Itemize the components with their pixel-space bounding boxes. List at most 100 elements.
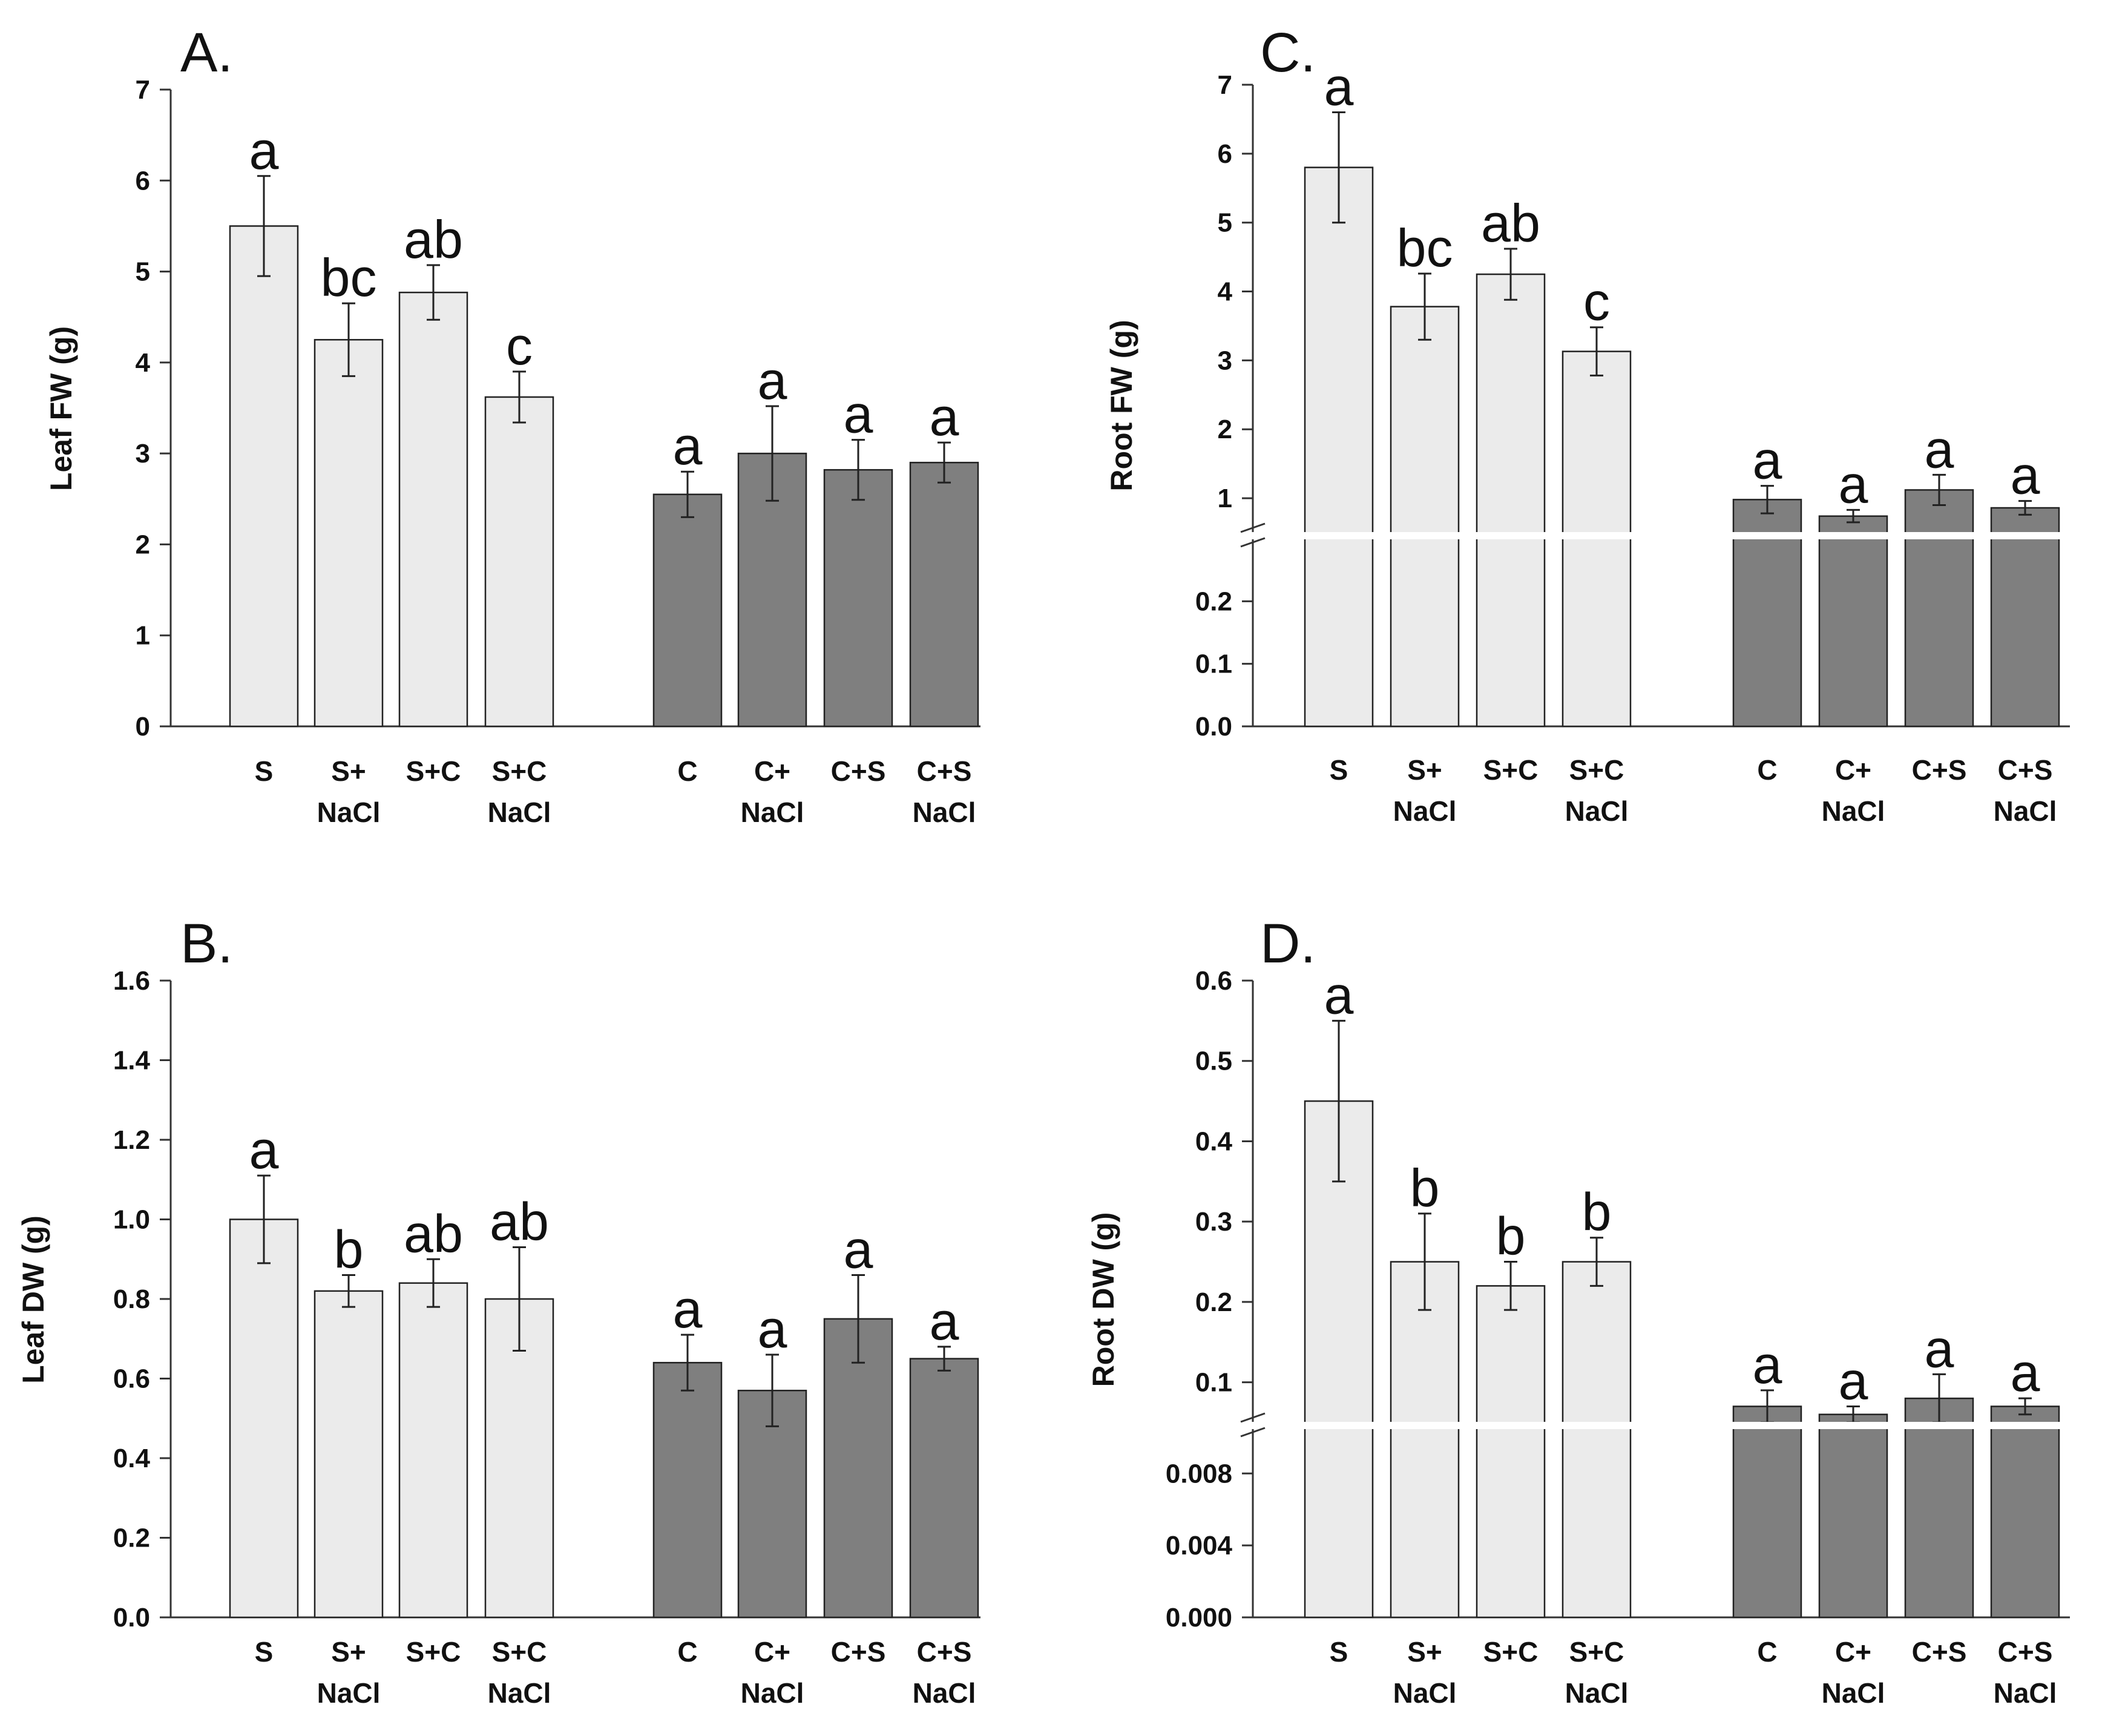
y-axis-label: Root FW (g) xyxy=(1105,320,1138,491)
bar xyxy=(1304,1100,1374,1619)
y-tick-label: 7 xyxy=(1218,70,1232,100)
significance-letter: a xyxy=(844,1220,873,1280)
bar xyxy=(823,1318,893,1619)
significance-letter: a xyxy=(2011,446,2040,505)
x-category-label: C+S xyxy=(831,1636,886,1668)
y-axis-label: Root DW (g) xyxy=(1086,1212,1120,1387)
significance-letter: a xyxy=(673,416,703,476)
significance-letter: c xyxy=(506,316,533,376)
axis-break-mark xyxy=(1240,522,1266,533)
y-tick-label: 6 xyxy=(1218,139,1232,169)
x-category-label: C+S xyxy=(831,755,886,787)
x-category-label: C+S xyxy=(1998,1636,2053,1668)
y-tick-label: 0.4 xyxy=(1195,1126,1233,1156)
significance-letter: b xyxy=(334,1220,364,1280)
bar xyxy=(1818,515,1888,728)
y-tick-label: 0.004 xyxy=(1166,1531,1233,1560)
panel-label: B. xyxy=(180,913,233,975)
y-tick-label: 1 xyxy=(136,621,150,651)
significance-letter: b xyxy=(1410,1158,1440,1218)
y-tick-label: 0.3 xyxy=(1195,1207,1232,1237)
y-tick-label: 3 xyxy=(136,439,150,469)
bar xyxy=(909,461,979,728)
y-tick-label: 3 xyxy=(1218,346,1232,375)
bar xyxy=(1732,1406,1802,1619)
significance-letter: a xyxy=(758,350,787,410)
x-category-label: C+ xyxy=(1835,1636,1871,1668)
bar xyxy=(652,1361,723,1619)
x-category-label: S+C xyxy=(1569,754,1624,786)
y-tick-label: 1.6 xyxy=(113,966,150,996)
axis-break-mark xyxy=(1240,1427,1266,1438)
y-tick-label: 0.0 xyxy=(113,1603,150,1632)
x-category-label-line2: NaCl xyxy=(488,1677,551,1709)
x-category-label-line2: NaCl xyxy=(317,1677,381,1709)
significance-letter: a xyxy=(249,1120,279,1180)
bar xyxy=(484,1298,554,1619)
y-tick-label: 1 xyxy=(1218,484,1232,513)
significance-letter: a xyxy=(758,1299,787,1359)
y-tick-label: 1.4 xyxy=(113,1046,151,1076)
bar xyxy=(484,396,554,728)
x-category-label: C+S xyxy=(1998,754,2053,786)
y-axis-label: Leaf FW (g) xyxy=(44,326,78,491)
x-category-label: S+ xyxy=(331,1636,366,1668)
bar xyxy=(1904,1397,1974,1619)
bar xyxy=(1390,1261,1460,1619)
x-category-label-line2: NaCl xyxy=(741,1677,804,1709)
y-tick-label: 2 xyxy=(1218,415,1232,444)
x-category-label-line2: NaCl xyxy=(488,797,551,828)
panel-label: D. xyxy=(1260,913,1316,975)
bar xyxy=(229,1218,299,1619)
significance-letter: a xyxy=(2011,1343,2040,1402)
x-category-label: C+ xyxy=(754,755,790,787)
x-category-label: C xyxy=(1757,754,1777,786)
y-tick-label: 2 xyxy=(136,530,150,559)
y-tick-label: 5 xyxy=(136,257,150,287)
significance-letter: b xyxy=(1496,1206,1526,1266)
significance-letter: a xyxy=(673,1279,703,1339)
bar xyxy=(314,1290,384,1619)
x-category-label-line2: NaCl xyxy=(1822,795,1885,827)
x-category-label: S+C xyxy=(1569,1636,1624,1668)
y-tick-label: 0.5 xyxy=(1195,1047,1232,1076)
bar xyxy=(1476,273,1546,728)
x-category-label: S+C xyxy=(1483,754,1539,786)
bar xyxy=(823,469,893,728)
x-category-label-line2: NaCl xyxy=(1565,795,1629,827)
x-category-label: C+S xyxy=(1912,754,1967,786)
y-tick-label: 0.1 xyxy=(1195,649,1232,679)
y-tick-label: 0.0 xyxy=(1195,712,1232,741)
panel-label: A. xyxy=(180,22,233,84)
bar xyxy=(909,1358,979,1619)
significance-letter: a xyxy=(1839,454,1868,514)
x-category-label: C+ xyxy=(1835,754,1871,786)
significance-letter: bc xyxy=(321,248,377,307)
x-category-label: C+ xyxy=(754,1636,790,1668)
significance-letter: a xyxy=(1839,1350,1868,1410)
bar xyxy=(398,291,468,728)
y-tick-label: 0.6 xyxy=(113,1364,150,1394)
x-category-label: S xyxy=(1330,1636,1348,1668)
x-category-label: S+C xyxy=(406,1636,461,1668)
bar xyxy=(1390,306,1460,728)
y-tick-label: 0.1 xyxy=(1195,1368,1232,1398)
significance-letter: a xyxy=(930,387,959,447)
x-category-label-line2: NaCl xyxy=(317,797,381,828)
bar xyxy=(1990,1406,2060,1619)
x-category-label: S+ xyxy=(1407,754,1442,786)
y-tick-label: 0.8 xyxy=(113,1284,150,1314)
y-tick-label: 0.6 xyxy=(1195,966,1232,996)
x-category-label-line2: NaCl xyxy=(1393,795,1457,827)
y-tick-label: 0.2 xyxy=(1195,587,1232,616)
significance-letter: b xyxy=(1582,1182,1612,1242)
x-category-label: C+S xyxy=(917,755,972,787)
y-tick-label: 0.000 xyxy=(1166,1603,1232,1632)
y-tick-label: 7 xyxy=(136,75,150,105)
x-category-label-line2: NaCl xyxy=(1393,1677,1457,1709)
significance-letter: a xyxy=(1753,1335,1782,1395)
x-category-label-line2: NaCl xyxy=(1822,1677,1885,1709)
significance-letter: c xyxy=(1583,272,1610,332)
axis-break-gap xyxy=(1255,1422,2072,1429)
